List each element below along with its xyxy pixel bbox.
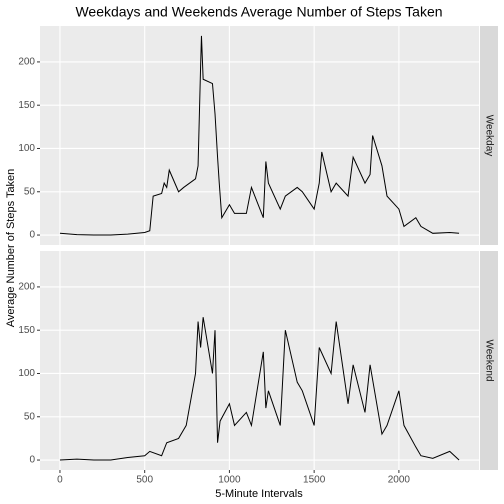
- chart-title: Weekdays and Weekends Average Number of …: [75, 4, 442, 20]
- x-tick-label: 1000: [218, 475, 241, 486]
- facet-strip: [480, 26, 498, 245]
- y-tick-label: 0: [29, 230, 35, 241]
- data-line: [59, 317, 460, 461]
- y-tick-label: 200: [18, 57, 35, 68]
- y-tick-label: 0: [29, 455, 35, 466]
- y-tick-label: 50: [24, 186, 36, 197]
- data-line: [59, 35, 460, 236]
- x-axis-label: 5-Minute Intervals: [215, 488, 303, 500]
- x-tick-label: 1500: [303, 475, 326, 486]
- y-tick-label: 200: [18, 282, 35, 293]
- y-tick-label: 100: [18, 368, 35, 379]
- x-tick-label: 0: [57, 475, 63, 486]
- panel-background: [40, 26, 479, 245]
- facet-label: Weekend: [483, 339, 494, 381]
- panel-background: [40, 251, 479, 470]
- x-tick-label: 500: [136, 475, 153, 486]
- y-tick-label: 150: [18, 100, 35, 111]
- x-tick-label: 2000: [388, 475, 411, 486]
- y-tick-label: 100: [18, 143, 35, 154]
- y-axis-label: Average Number of Steps Taken: [5, 169, 17, 328]
- facet-strip: [480, 251, 498, 470]
- y-tick-label: 150: [18, 325, 35, 336]
- facet-label: Weekday: [483, 115, 494, 157]
- y-tick-label: 50: [24, 411, 36, 422]
